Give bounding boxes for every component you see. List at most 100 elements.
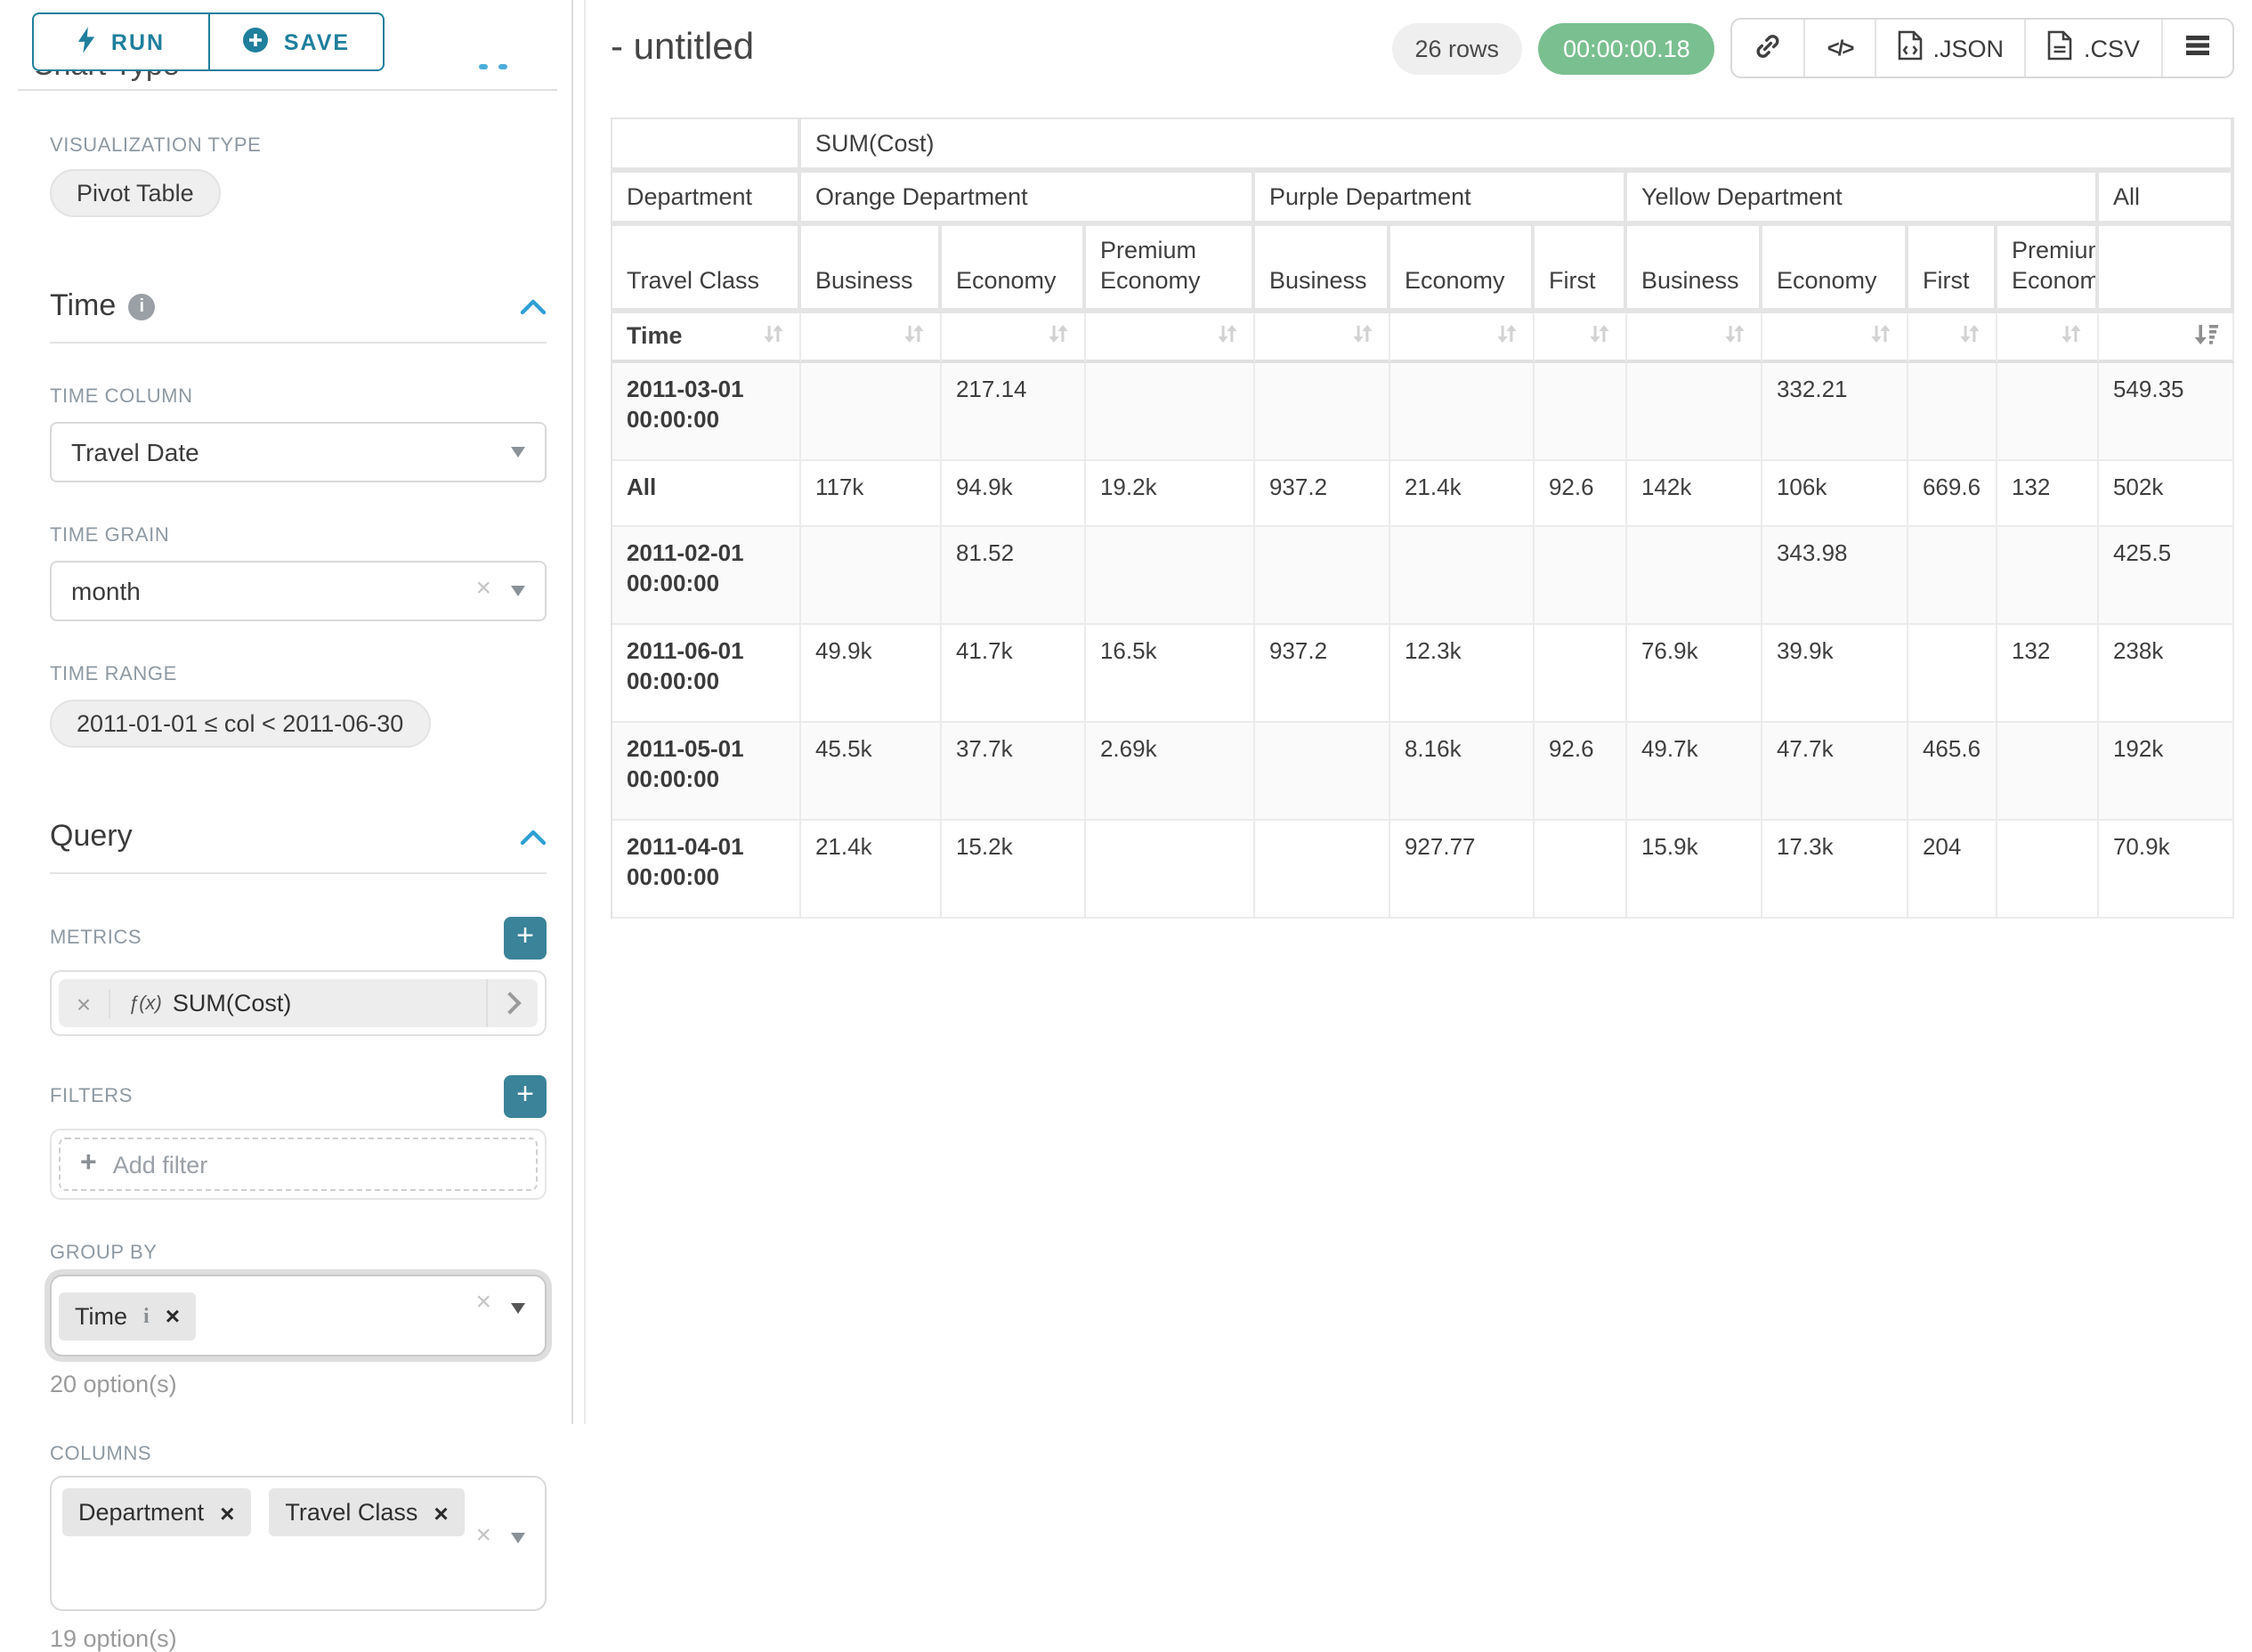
remove-tag-icon[interactable]: ×	[433, 1498, 449, 1526]
clear-icon[interactable]: ×	[475, 1287, 491, 1317]
chart-area: - untitled 26 rows 00:00:00.18 </> .JSON	[586, 0, 2252, 1424]
table-cell	[1908, 625, 1997, 723]
table-cell: 669.6	[1908, 460, 1997, 528]
remove-tag-icon[interactable]: ×	[220, 1498, 235, 1526]
panel-resize-gutter[interactable]	[573, 0, 586, 1424]
table-cell: 15.9k	[1626, 820, 1762, 919]
filters-header: FILTERS +	[50, 1075, 547, 1118]
info-icon[interactable]: i	[143, 1302, 150, 1327]
metrics-header: METRICS +	[50, 917, 547, 960]
sort-header-cell	[1254, 312, 1390, 363]
table-cell: 15.2k	[941, 820, 1086, 919]
view-query-button[interactable]: </>	[1806, 20, 1876, 77]
time-range-value[interactable]: 2011-01-01 ≤ col < 2011-06-30	[50, 700, 431, 748]
caret-down-icon[interactable]	[511, 447, 525, 458]
columns-tag[interactable]: Travel Class ×	[269, 1488, 465, 1536]
table-cell	[800, 527, 942, 626]
run-button[interactable]: RUN	[32, 12, 208, 71]
sort-updown-icon[interactable]	[1869, 323, 1892, 352]
table-cell: 332.21	[1762, 362, 1908, 461]
corner-cell	[612, 119, 801, 173]
columns-option-count: 19 option(s)	[50, 1625, 177, 1652]
table-cell: 8.16k	[1389, 722, 1535, 821]
more-menu-button[interactable]	[2163, 20, 2232, 77]
time-grain-select[interactable]: month ×	[50, 561, 547, 621]
add-metric-button[interactable]: +	[504, 917, 547, 960]
divider	[18, 89, 557, 91]
sort-updown-icon[interactable]	[903, 323, 926, 352]
export-csv-button[interactable]: .CSV	[2027, 20, 2163, 77]
table-cell	[1534, 362, 1627, 461]
columns-tag[interactable]: Department ×	[62, 1488, 251, 1536]
group-by-tag[interactable]: Time i ×	[59, 1292, 197, 1340]
sort-desc-active-icon[interactable]	[2193, 322, 2218, 352]
table-cell: 92.6	[1534, 722, 1627, 821]
visualization-type-value[interactable]: Pivot Table	[50, 169, 221, 217]
table-cell: 2.69k	[1085, 722, 1255, 821]
table-cell	[1626, 527, 1762, 626]
row-label: 2011-06-01 00:00:00	[612, 625, 801, 723]
table-cell: 49.7k	[1626, 722, 1762, 821]
export-json-button[interactable]: .JSON	[1875, 20, 2027, 77]
table-cell: 106k	[1762, 460, 1908, 528]
sort-updown-icon[interactable]	[1723, 323, 1746, 352]
add-filter-plus-button[interactable]: +	[504, 1075, 547, 1118]
time-column-label: TIME COLUMN	[50, 386, 193, 408]
group-by-select[interactable]: Time i × ×	[50, 1275, 547, 1356]
plus-icon: +	[80, 1148, 97, 1178]
table-row: All 117k 94.9k 19.2k 937.2 21.4k 92.6 142k 106k 6…	[612, 460, 2234, 528]
columns-select[interactable]: Department × Travel Class × ×	[50, 1476, 547, 1611]
caret-down-icon[interactable]	[511, 1533, 525, 1543]
table-cell: 927.77	[1389, 820, 1535, 919]
caret-down-icon[interactable]	[511, 586, 525, 596]
clear-icon[interactable]: ×	[475, 573, 491, 603]
code-icon: </>	[1827, 36, 1855, 61]
table-row: 2011-02-01 00:00:00 81.52 343.98 425.5	[612, 527, 2234, 626]
table-cell	[1997, 722, 2099, 821]
table-cell: 204	[1908, 820, 1997, 919]
time-column-select[interactable]: Travel Date	[50, 422, 547, 482]
divider	[50, 342, 547, 344]
save-button[interactable]: SAVE	[208, 12, 385, 71]
chevron-up-icon[interactable]	[520, 298, 547, 314]
travel-class-header-row: Travel Class Business Economy Premium Ec…	[612, 226, 2234, 313]
export-toolbar: </> .JSON .CSV	[1730, 18, 2234, 78]
sort-updown-icon[interactable]	[2060, 323, 2083, 352]
table-row: 2011-05-01 00:00:00 45.5k 37.7k 2.69k 8.16k 9…	[612, 722, 2234, 821]
time-grain-label: TIME GRAIN	[50, 525, 170, 547]
table-cell: 21.4k	[1389, 460, 1535, 528]
table-cell	[1389, 527, 1535, 626]
row-count-badge: 26 rows	[1391, 22, 1523, 74]
chevron-up-icon[interactable]	[520, 829, 547, 845]
chevron-right-icon[interactable]	[486, 979, 538, 1027]
chart-title[interactable]: - untitled	[610, 27, 755, 68]
clear-icon[interactable]: ×	[475, 1520, 491, 1551]
sort-updown-icon[interactable]	[1495, 323, 1519, 352]
metric-item[interactable]: × ƒ(x) SUM(Cost)	[59, 979, 538, 1027]
pivot-table: SUM(Cost) Department Orange Department P…	[610, 117, 2234, 919]
sort-header-cell	[1762, 312, 1908, 363]
table-cell	[1997, 527, 2099, 626]
table-cell	[1534, 820, 1627, 919]
sort-updown-icon[interactable]	[1588, 323, 1611, 352]
sort-updown-icon[interactable]	[1047, 323, 1070, 352]
remove-tag-icon[interactable]: ×	[165, 1301, 181, 1330]
table-cell: 465.6	[1908, 722, 1997, 821]
remove-metric-icon[interactable]: ×	[59, 989, 110, 1017]
table-cell: 19.2k	[1085, 460, 1255, 528]
table-cell	[1254, 527, 1390, 626]
add-filter-button[interactable]: + Add filter	[59, 1138, 538, 1191]
table-cell: 47.7k	[1762, 722, 1908, 821]
sort-updown-icon[interactable]	[1216, 323, 1239, 352]
sort-updown-icon[interactable]	[762, 322, 785, 351]
copy-link-button[interactable]	[1733, 20, 1806, 77]
table-cell	[1389, 362, 1535, 461]
table-cell: 21.4k	[800, 820, 942, 919]
group-header: Yellow Department	[1626, 173, 2099, 226]
info-icon[interactable]: i	[128, 293, 156, 320]
sort-updown-icon[interactable]	[1351, 323, 1374, 352]
caret-down-icon[interactable]	[511, 1303, 525, 1314]
class-header: Premium Economy	[1085, 226, 1255, 313]
sort-updown-icon[interactable]	[1958, 323, 1981, 352]
table-cell	[1534, 625, 1627, 723]
